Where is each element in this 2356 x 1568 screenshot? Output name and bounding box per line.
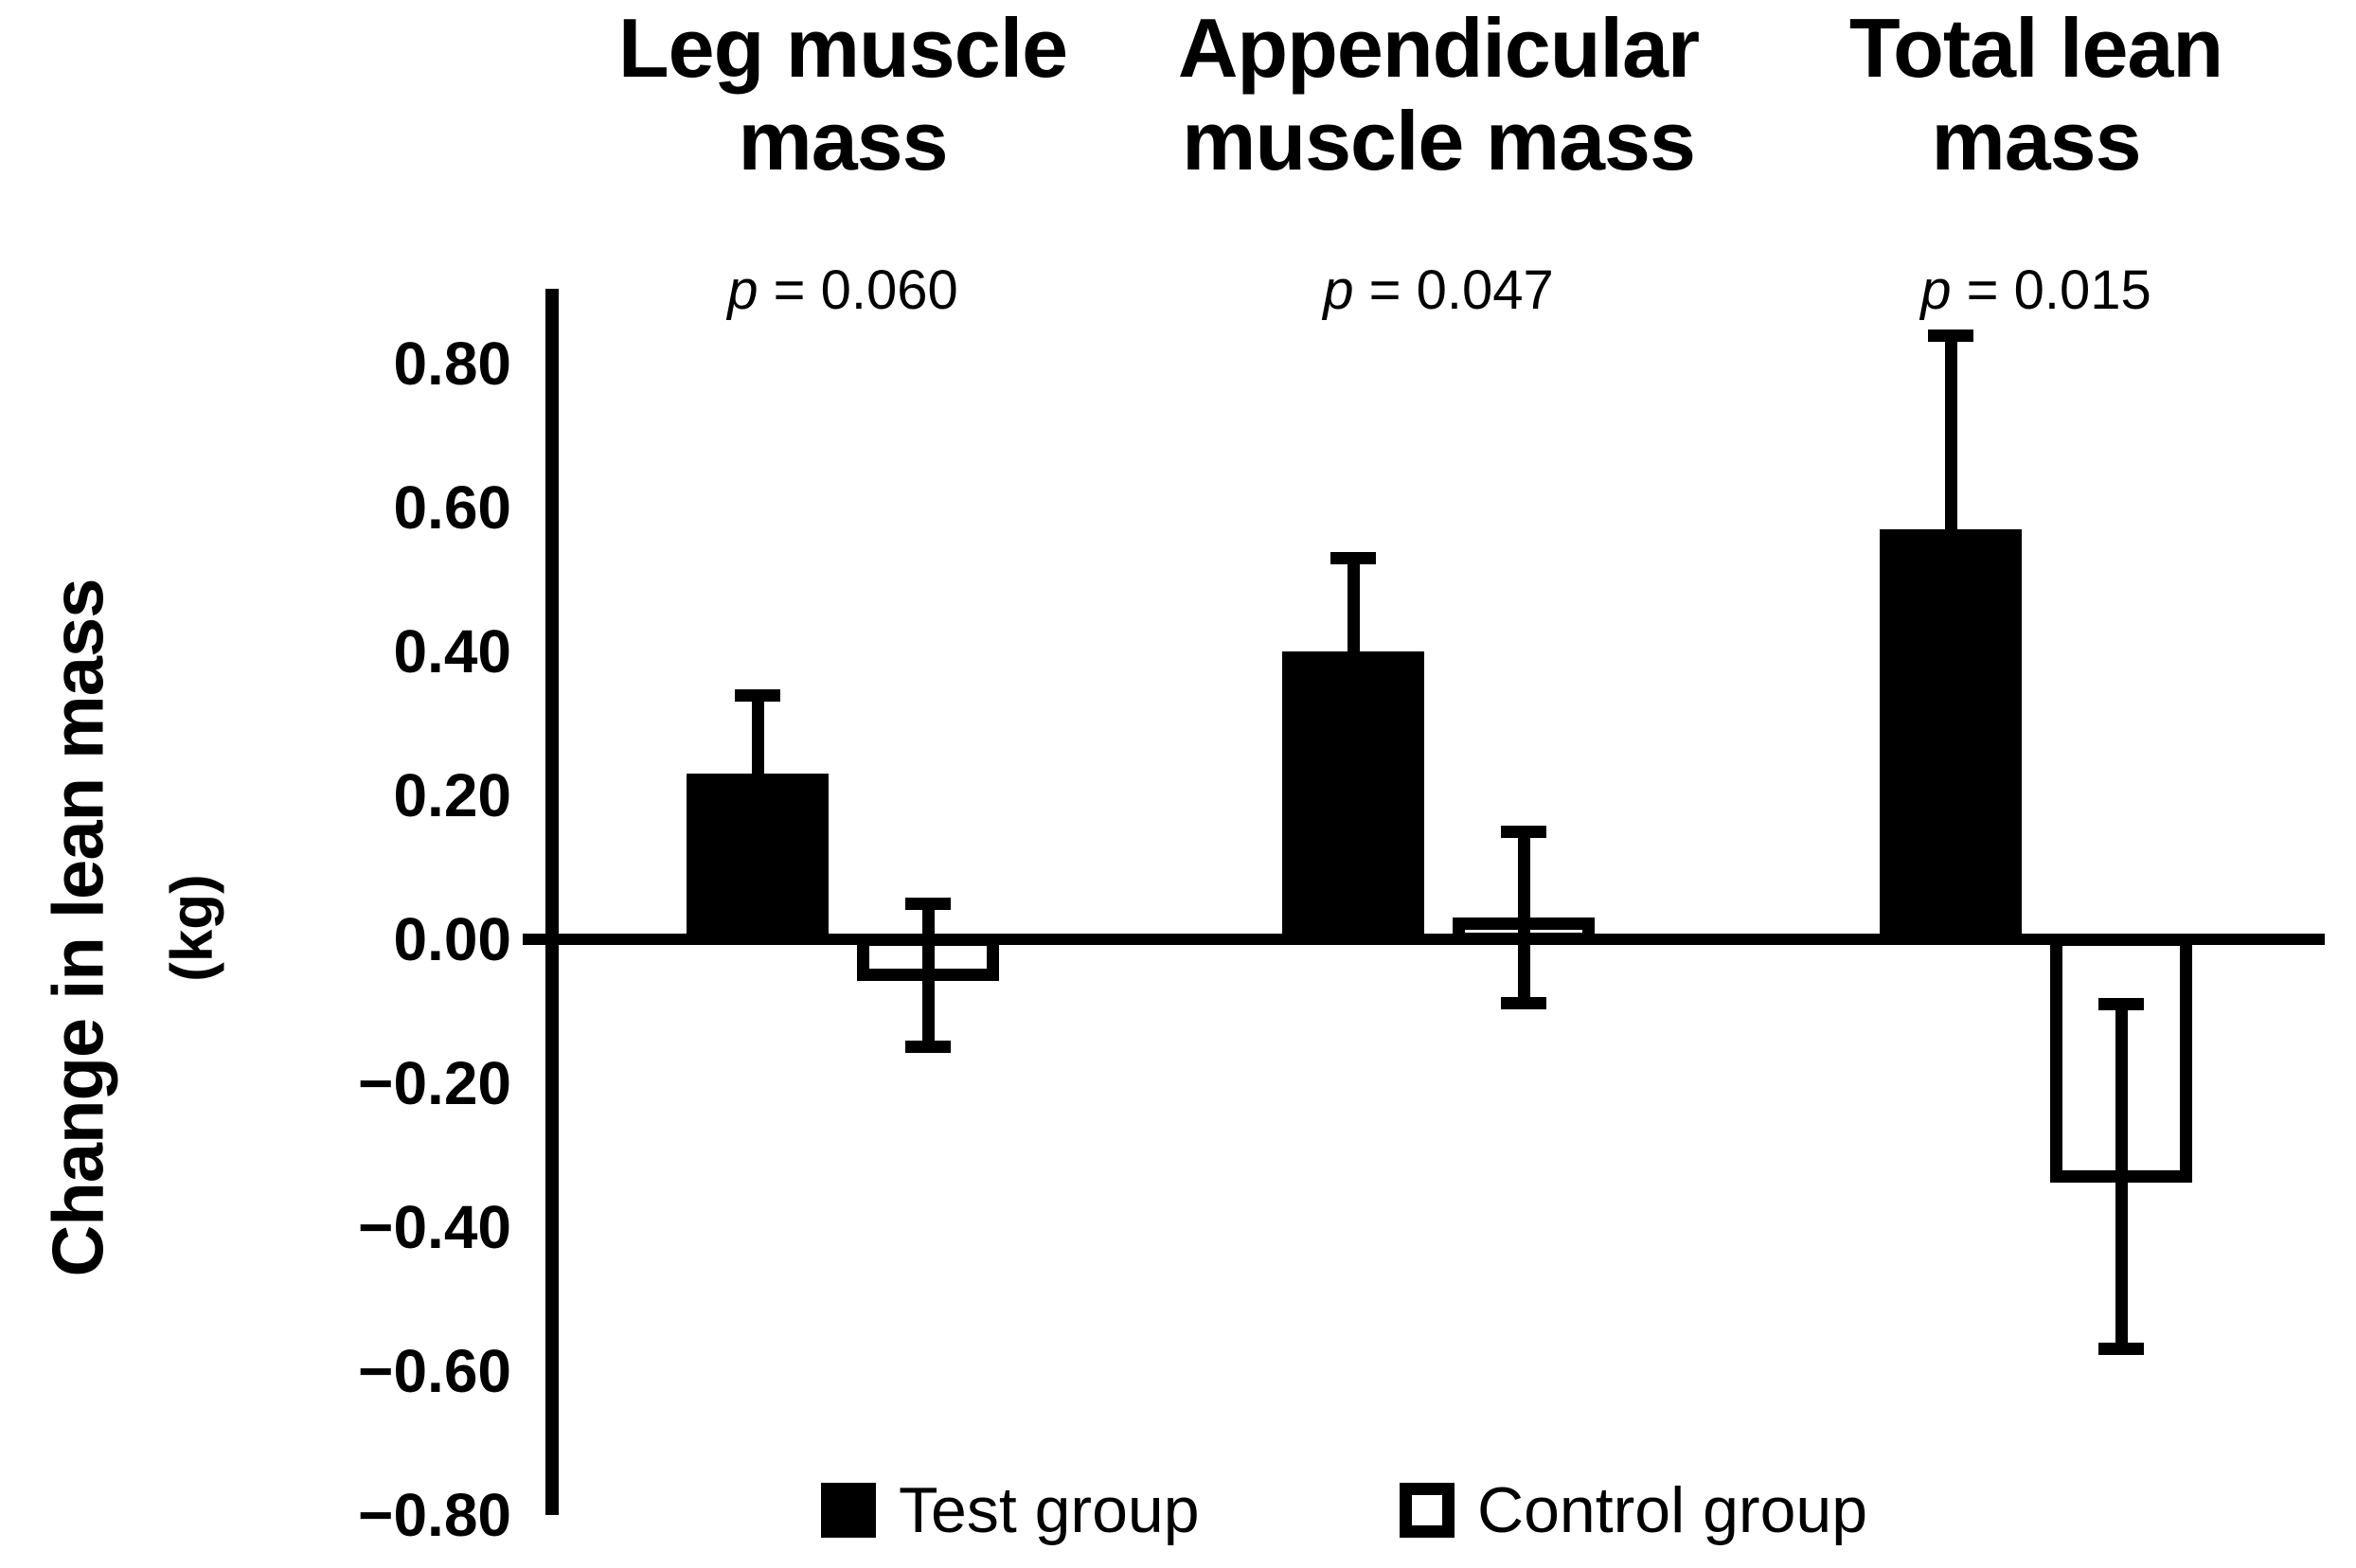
test-group-legend-label: Test group bbox=[899, 1474, 1200, 1546]
error-bar-cap-top-control-group-2 bbox=[1501, 826, 1546, 838]
p-value-label-2: p = 0.015 bbox=[1920, 259, 2151, 321]
control-group-legend-label: Control group bbox=[1477, 1474, 1868, 1546]
error-bar-cap-bottom-test-group-2 bbox=[1330, 738, 1376, 751]
y-tick-label-5: −0.20 bbox=[358, 1049, 511, 1117]
error-bar-line-test-group-1 bbox=[751, 694, 764, 853]
control-group-swatch-icon bbox=[1400, 1483, 1455, 1538]
y-tick-label-0: 0.80 bbox=[393, 330, 511, 398]
y-tick-label-2: 0.40 bbox=[393, 617, 511, 686]
y-axis-unit-label: (kg) bbox=[159, 874, 225, 982]
error-bar-line-test-group-3 bbox=[1944, 334, 1957, 723]
y-tick-label-1: 0.60 bbox=[393, 473, 511, 542]
error-bar-line-test-group-2 bbox=[1347, 558, 1360, 745]
error-bar-cap-top-control-group-1 bbox=[905, 898, 951, 910]
category-title-line2-1: muscle mass bbox=[1182, 94, 1696, 187]
error-bar-line-control-group-1 bbox=[921, 903, 935, 1047]
error-bar-cap-top-control-group-3 bbox=[2098, 998, 2144, 1011]
error-bar-cap-bottom-control-group-3 bbox=[2098, 1343, 2144, 1356]
p-italic-symbol: p bbox=[1920, 259, 1952, 321]
y-tick-label-8: −0.80 bbox=[358, 1481, 511, 1549]
p-italic-symbol: p bbox=[727, 259, 759, 321]
y-tick-label-3: 0.20 bbox=[393, 761, 511, 829]
category-title-line1-2: Total lean bbox=[1848, 1, 2223, 95]
p-italic-symbol: p bbox=[1323, 259, 1354, 321]
error-bar-line-control-group-2 bbox=[1517, 831, 1530, 1005]
error-bar-cap-bottom-control-group-2 bbox=[1501, 997, 1546, 1010]
p-value-label-1: p = 0.047 bbox=[1323, 259, 1554, 321]
legend-item-control-group: Control group bbox=[1400, 1477, 1867, 1543]
category-title-line2-2: mass bbox=[1931, 94, 2141, 187]
error-bar-cap-top-test-group-2 bbox=[1330, 552, 1376, 565]
y-tick-label-6: −0.40 bbox=[358, 1193, 511, 1261]
y-axis-line bbox=[545, 289, 559, 1515]
category-title-line1-0: Leg muscle bbox=[617, 1, 1068, 95]
error-bar-cap-bottom-test-group-1 bbox=[735, 846, 780, 859]
test-group-swatch-icon bbox=[821, 1483, 876, 1538]
category-title-line1-1: Appendicular bbox=[1177, 1, 1700, 95]
y-axis-title: Change in lean mass bbox=[38, 579, 119, 1277]
legend-item-test-group: Test group bbox=[821, 1477, 1200, 1543]
y-tick-label-7: −0.60 bbox=[358, 1337, 511, 1405]
error-bar-line-control-group-3 bbox=[2115, 1004, 2128, 1350]
error-bar-cap-bottom-control-group-1 bbox=[905, 1041, 951, 1053]
category-title-line2-0: mass bbox=[738, 94, 948, 187]
error-bar-cap-top-test-group-3 bbox=[1928, 329, 1973, 342]
p-value-label-0: p = 0.060 bbox=[727, 259, 958, 321]
y-tick-label-4: 0.00 bbox=[393, 905, 511, 973]
error-bar-cap-bottom-test-group-3 bbox=[1928, 717, 1973, 729]
error-bar-cap-top-test-group-1 bbox=[735, 688, 780, 702]
